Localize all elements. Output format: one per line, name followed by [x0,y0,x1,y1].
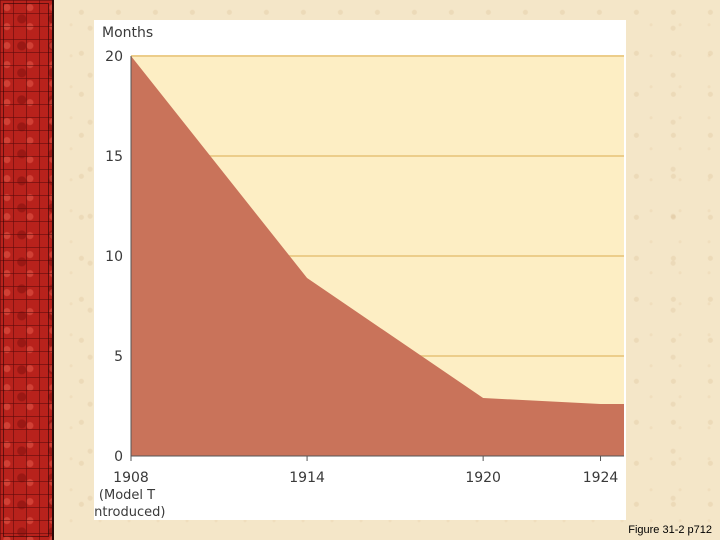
y-tick-label-20: 20 [105,49,123,65]
y-axis-label: Months [102,25,153,41]
y-tick-label-15: 15 [105,149,123,165]
axes [130,56,624,457]
y-tick-labels: 0 5 10 15 20 [105,49,123,465]
figure-caption: Figure 31-2 p712 [628,524,712,536]
x-tick-labels: 1908 1914 1920 1924 [113,456,618,486]
y-tick-label-0: 0 [114,449,123,465]
area-chart: 0 5 10 15 20 1908 1914 1920 1924 Months (Model … [91,25,624,520]
y-tick-label-5: 5 [114,349,123,365]
annotation-line-1: (Model T [99,488,155,503]
x-tick-label-1924: 1924 [583,470,619,486]
x-tick-label-1908: 1908 [113,470,149,486]
x-tick-label-1914: 1914 [289,470,325,486]
chart-panel: 0 5 10 15 20 1908 1914 1920 1924 Months (Model … [91,20,626,520]
decorative-side-strip [0,0,54,540]
x-tick-label-1920: 1920 [465,470,501,486]
y-tick-label-10: 10 [105,249,123,265]
annotation-line-2: introduced) [94,505,165,520]
area-series [131,56,624,456]
